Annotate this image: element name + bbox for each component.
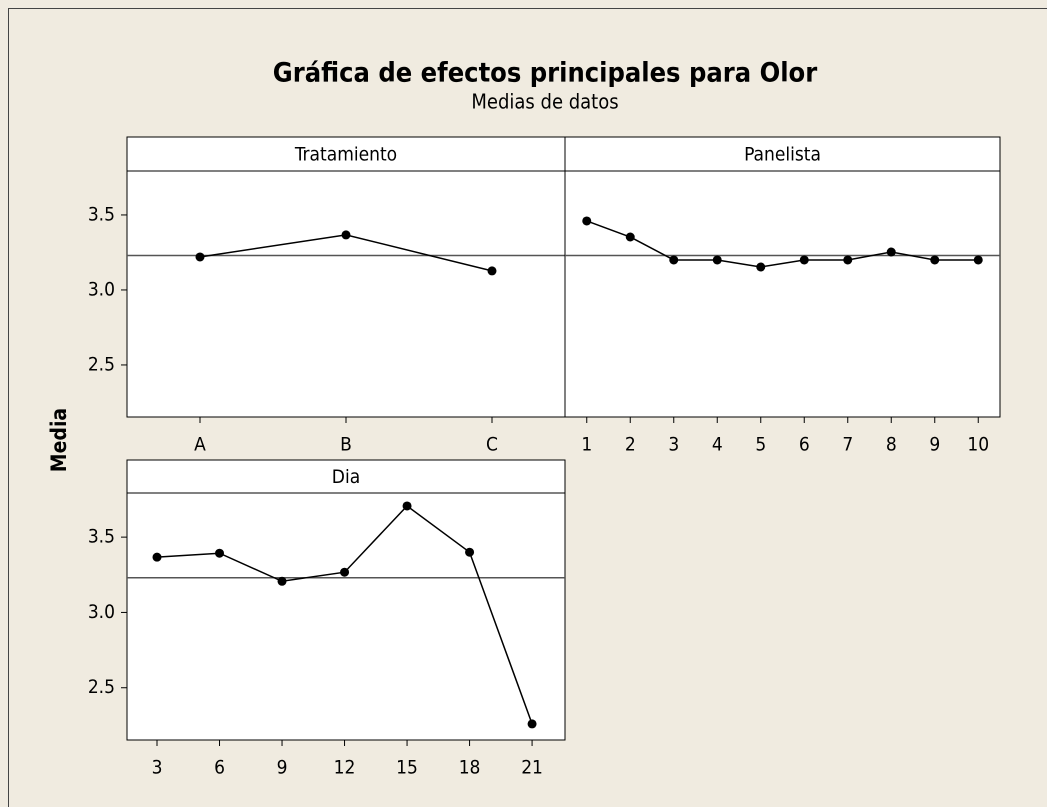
x-tick-label: 18 [459, 757, 481, 779]
x-tick-label: 6 [799, 434, 810, 456]
panel-title: Tratamiento [294, 144, 397, 166]
chart-subtitle: Medias de datos [471, 90, 618, 114]
data-point [277, 576, 287, 586]
y-tick-label: 3.0 [88, 278, 115, 300]
x-tick-label: 2 [625, 434, 636, 456]
x-tick-label: 21 [521, 757, 543, 779]
data-point [669, 255, 679, 265]
data-point [341, 230, 351, 240]
y-tick-label: 2.5 [88, 676, 115, 698]
x-tick-label: 6 [214, 757, 225, 779]
x-tick-label: 3 [152, 757, 163, 779]
y-tick-label: 3.5 [88, 526, 115, 548]
frame [8, 8, 1047, 807]
x-tick-label: 15 [396, 757, 418, 779]
x-tick-label: 12 [334, 757, 356, 779]
data-point [487, 266, 497, 276]
x-tick-label: 3 [668, 434, 679, 456]
x-tick-label: 4 [712, 434, 723, 456]
data-line [586, 220, 979, 268]
x-tick-label: B [340, 434, 352, 456]
data-point [799, 255, 809, 265]
x-tick-label: C [486, 434, 498, 456]
y-tick-label: 3.0 [88, 601, 115, 623]
data-point [973, 255, 983, 265]
x-tick-label: 1 [581, 434, 592, 456]
data-point [712, 255, 722, 265]
x-tick-label: A [194, 434, 206, 456]
x-tick-label: 10 [967, 434, 989, 456]
data-point [582, 216, 592, 226]
panel-title: Panelista [744, 144, 821, 166]
data-point [340, 567, 350, 577]
y-axis-label: Media [47, 408, 71, 472]
y-tick-label: 3.5 [88, 203, 115, 225]
x-tick-label: 9 [277, 757, 288, 779]
data-point [215, 548, 225, 558]
panel-header [126, 136, 566, 172]
x-tick-label: 7 [842, 434, 853, 456]
data-point [402, 501, 412, 511]
data-point [152, 552, 162, 562]
panel-title: Dia [332, 466, 360, 488]
data-point [886, 247, 896, 257]
data-point [527, 719, 537, 729]
x-tick-label: 9 [929, 434, 940, 456]
data-point [756, 262, 766, 272]
y-tick-label: 2.5 [88, 353, 115, 375]
data-point [930, 255, 940, 265]
data-point [195, 252, 205, 262]
x-tick-label: 5 [755, 434, 766, 456]
plot-area [126, 170, 566, 418]
x-tick-label: 8 [886, 434, 897, 456]
data-point [625, 232, 635, 242]
chart-title: Gráfica de efectos principales para Olor [273, 58, 817, 89]
data-point [843, 255, 853, 265]
plot-area [126, 492, 566, 741]
data-point [465, 547, 475, 557]
plot-area [564, 170, 1001, 418]
